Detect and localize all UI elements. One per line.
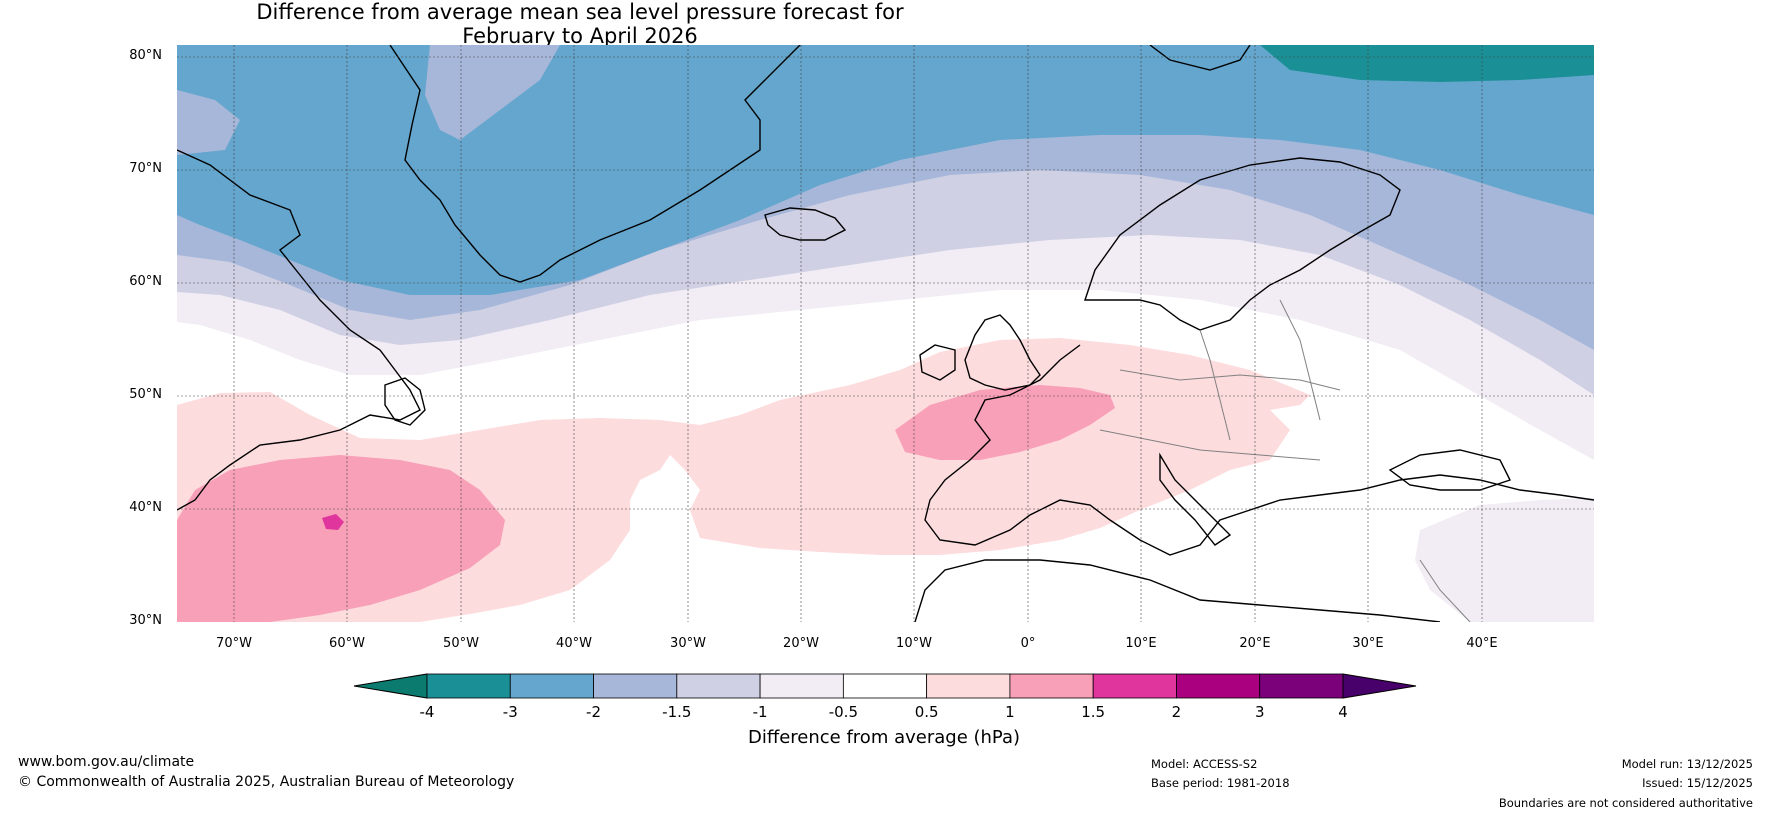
footer-model-run: Model run: 13/12/2025 xyxy=(1621,757,1753,771)
coast-ireland xyxy=(919,344,956,381)
lon-label-40e: 40°E xyxy=(1466,636,1498,651)
pressure-anomaly-map xyxy=(177,45,1594,622)
lon-label-60w: 60°W xyxy=(329,636,365,651)
lon-label-20w: 20°W xyxy=(783,636,819,651)
map-area: 80°N 70°N 60°N 50°N 40°N 30°N 70°W 60°W … xyxy=(129,45,1594,651)
footer-model: Model: ACCESS-S2 xyxy=(1151,757,1258,771)
colorbar-label-text: Difference from average (hPa) xyxy=(747,727,1021,748)
map-title: Difference from average mean sea level p… xyxy=(0,0,1160,48)
footer-disclaimer: Boundaries are not considered authoritat… xyxy=(1498,796,1753,810)
lon-label-10w: 10°W xyxy=(896,636,932,651)
coast-africa xyxy=(914,559,1441,622)
coast-newfoundland xyxy=(384,377,426,426)
field-m3 xyxy=(1260,45,1594,82)
footer-base-period: Base period: 1981-2018 xyxy=(1151,776,1290,790)
lat-label-70n: 70°N xyxy=(129,161,162,176)
coastlines xyxy=(177,45,1594,622)
footer-issued: Issued: 15/12/2025 xyxy=(1642,776,1753,790)
field-p1-west xyxy=(177,455,505,622)
colorbar-tick: 1 xyxy=(1005,703,1015,721)
lon-label-30e: 30°E xyxy=(1352,636,1384,651)
field-m15-patch xyxy=(425,45,560,140)
title-line-2: February to April 2026 xyxy=(462,24,698,48)
lon-label-50w: 50°W xyxy=(443,636,479,651)
colorbar-tick: 1.5 xyxy=(1081,703,1106,721)
graticule xyxy=(177,45,1594,622)
border-line-1 xyxy=(1119,369,1341,391)
lon-label-0: 0° xyxy=(1020,636,1036,651)
colorbar-tick: 3 xyxy=(1254,703,1265,721)
colorbar-tick: -0.5 xyxy=(828,703,858,721)
coast-italy xyxy=(1159,452,1232,546)
colorbar-tick: 2 xyxy=(1171,703,1182,721)
border-line-3 xyxy=(1199,329,1231,441)
field-m2 xyxy=(177,45,1594,295)
lat-label-30n: 30°N xyxy=(129,613,162,628)
colorbar-tick: -3 xyxy=(502,703,518,721)
coast-scandinavia xyxy=(1084,157,1401,331)
colorbar-tick: -4 xyxy=(419,703,435,721)
lon-label-10e: 10°E xyxy=(1125,636,1157,651)
field-p15-spot xyxy=(322,514,344,530)
colorbar-tick: -2 xyxy=(586,703,602,721)
lon-label-70w: 70°W xyxy=(216,636,252,651)
coast-iceland xyxy=(764,207,847,241)
lon-label-40w: 40°W xyxy=(556,636,592,651)
country-borders xyxy=(1099,299,1471,622)
footer-copyright: © Commonwealth of Australia 2025, Austra… xyxy=(18,774,515,790)
coast-uk xyxy=(964,314,1041,391)
lat-label-50n: 50°N xyxy=(129,387,162,402)
colorbar-tick: 4 xyxy=(1338,703,1348,721)
colorbar-tick: 0.5 xyxy=(914,703,939,721)
coast-black-sea xyxy=(1388,449,1511,491)
lat-label-40n: 40°N xyxy=(129,500,162,515)
coast-canada xyxy=(177,149,421,511)
lon-label-20e: 20°E xyxy=(1239,636,1271,651)
lat-label-60n: 60°N xyxy=(129,274,162,289)
colorbar-tick: -1.5 xyxy=(662,703,692,721)
border-line-4 xyxy=(1279,299,1321,421)
lat-label-80n: 80°N xyxy=(129,48,162,63)
colorbar-label: Difference from average (hPa) xyxy=(0,727,1770,748)
lon-label-30w: 30°W xyxy=(670,636,706,651)
coast-europe xyxy=(924,344,1594,556)
coast-svalbard xyxy=(1149,45,1251,71)
colorbar-tick: -1 xyxy=(752,703,768,721)
field-p1-france xyxy=(895,385,1115,460)
coast-greenland xyxy=(389,45,801,283)
border-line-2 xyxy=(1099,429,1321,461)
title-line-1: Difference from average mean sea level p… xyxy=(256,0,904,24)
border-line-5 xyxy=(1419,559,1471,622)
footer-website[interactable]: www.bom.gov.au/climate xyxy=(18,754,195,770)
field-m15-patch-west xyxy=(177,90,240,155)
field-m05-se xyxy=(1415,498,1594,622)
